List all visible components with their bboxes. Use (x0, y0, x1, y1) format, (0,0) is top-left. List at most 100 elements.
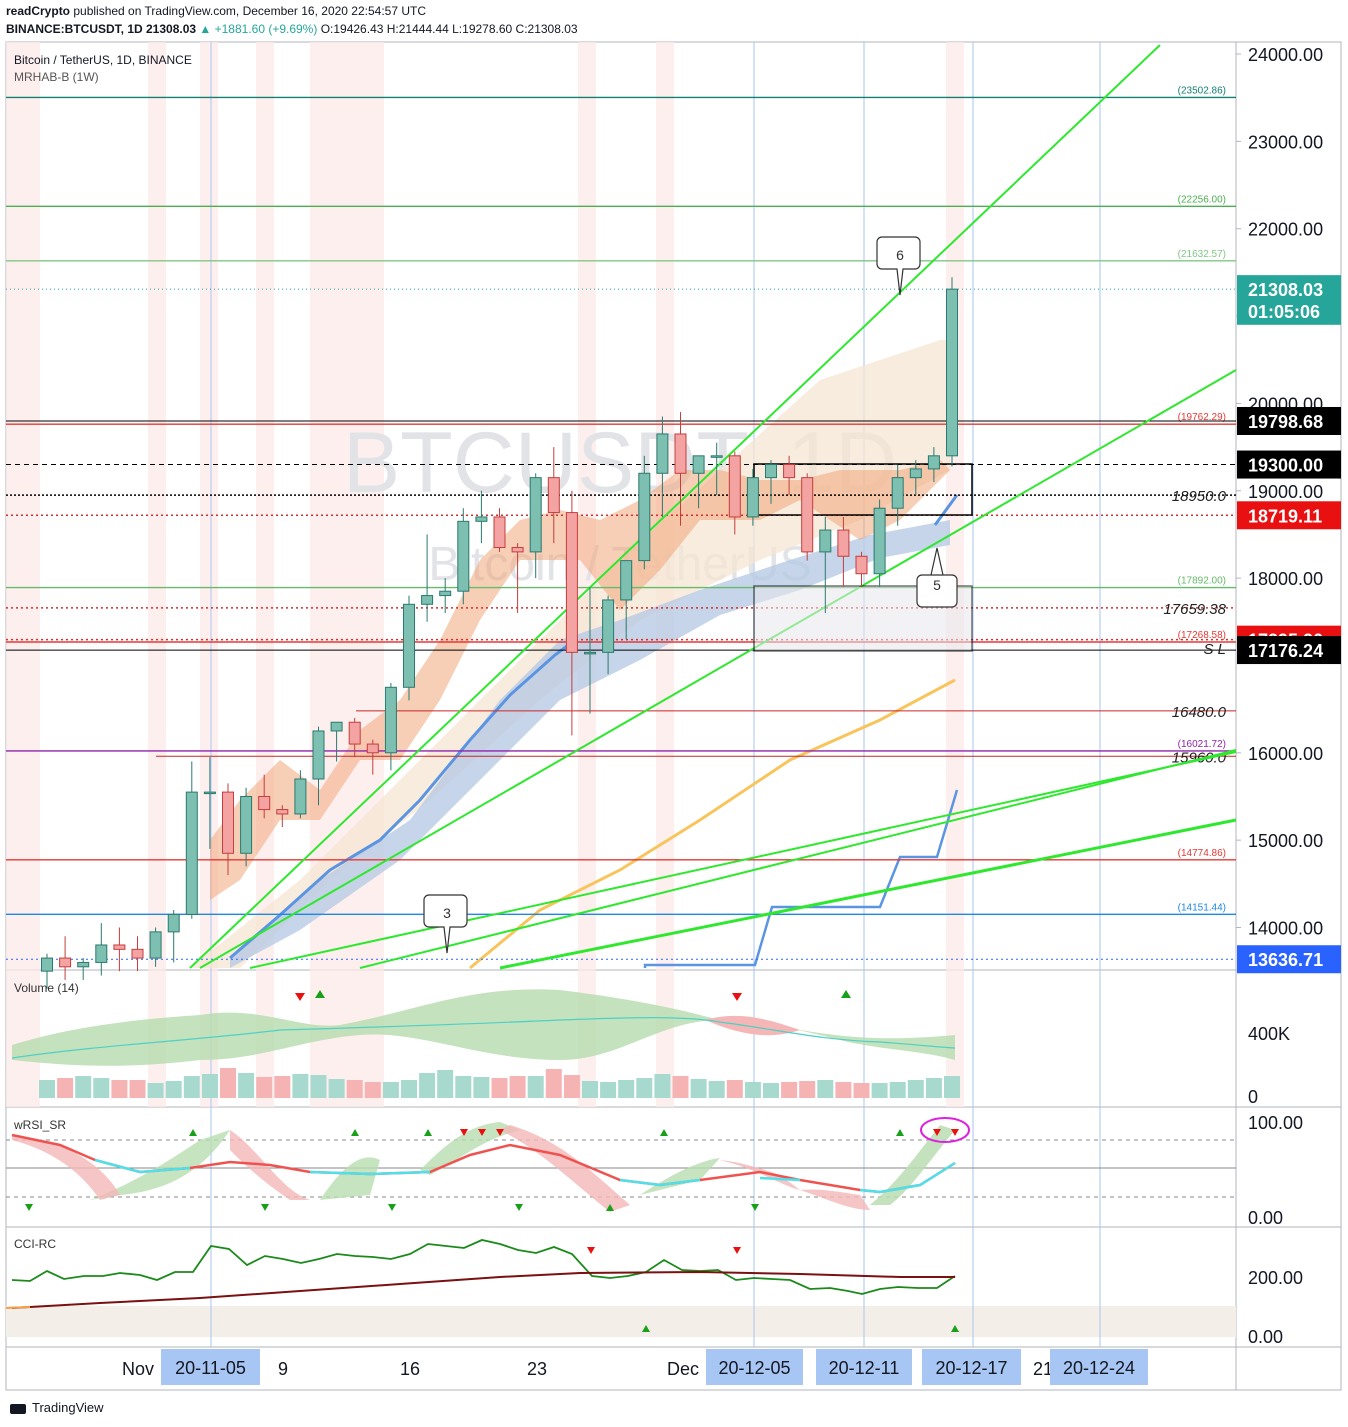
candle (891, 464, 904, 526)
red-stripe (578, 42, 596, 970)
volume-tick: 400K (1248, 1024, 1290, 1044)
candle-body (674, 433, 687, 474)
candle-body (240, 795, 253, 854)
date-marker-label: 20-12-05 (718, 1358, 790, 1378)
candle (529, 473, 542, 579)
candle (403, 595, 415, 701)
candle (710, 442, 723, 496)
red-stripe (256, 42, 274, 970)
candle (837, 516, 850, 587)
ma-line (933, 494, 959, 526)
rsi-cloud-red (720, 1160, 800, 1190)
date-marker: 20-11-05 (161, 1349, 260, 1385)
date-marker-bg (161, 1349, 260, 1385)
signal-arrow (295, 993, 305, 1001)
candle (638, 455, 651, 570)
candle (801, 473, 814, 561)
candle (421, 534, 434, 622)
date-marker-bg (1050, 1349, 1148, 1385)
candle (620, 560, 633, 640)
trendline (249, 751, 1237, 969)
candle-body (131, 948, 144, 959)
volume-cloud (12, 989, 955, 1066)
volume-bar (871, 1083, 888, 1098)
highlight-circle (920, 1117, 970, 1143)
candle-body (728, 455, 741, 518)
date-marker-bg (922, 1349, 1021, 1385)
candle-body (873, 507, 886, 575)
background-stripes (6, 42, 1236, 1337)
volume-tick: 0 (1248, 1087, 1258, 1107)
candle (366, 739, 379, 775)
volume-bar (382, 1082, 399, 1098)
price-tag: 01:05:06 (1237, 296, 1341, 325)
volume-bar (925, 1078, 942, 1098)
candle (348, 717, 361, 758)
volume-bar (726, 1080, 743, 1098)
candle-body (783, 464, 796, 479)
volume-bar (437, 1070, 454, 1098)
candle-body (819, 529, 832, 553)
volume-bar (817, 1080, 834, 1098)
candle (203, 757, 216, 849)
signal-arrow (351, 1129, 359, 1136)
signal-arrow (933, 1129, 941, 1136)
volume-label: Volume (14) (14, 981, 79, 995)
volume-bar (346, 1080, 363, 1098)
signal-arrow (478, 1129, 486, 1136)
volume-bar (672, 1076, 689, 1098)
callout-label: 6 (896, 247, 904, 263)
symbol-info: BINANCE:BTCUSDT, 1D 21308.03 ▲ +1881.60 … (6, 22, 578, 36)
candle-body (656, 433, 669, 474)
cci-line (11, 1239, 956, 1295)
volume-bar (690, 1079, 707, 1098)
cci-band (6, 1306, 1236, 1337)
ma-line (229, 638, 576, 960)
tradingview-footer[interactable]: TradingView (10, 1400, 104, 1415)
volume-bar (944, 1076, 960, 1098)
volume-bar (744, 1082, 761, 1098)
level-label: (14151.44) (1178, 902, 1226, 913)
time-axis[interactable]: Nov 9 16 23 Dec 21 20-11-05 20-12-05 20-12-11 20-… (122, 1349, 1148, 1385)
signal-arrow (606, 1204, 614, 1211)
volume-ma (11, 1017, 956, 1059)
price-tag: 13636.71 (1237, 945, 1341, 974)
price-tag-label: 21308.03 (1248, 280, 1323, 300)
price-tick: 15000.00 (1248, 831, 1323, 851)
volume-bar (763, 1083, 779, 1098)
candle (475, 490, 488, 544)
candles (41, 277, 958, 989)
rsi-line-cyan (759, 1176, 801, 1182)
candle-body (710, 455, 723, 458)
candle-body (638, 472, 651, 562)
date-marker-bg (706, 1349, 803, 1385)
volume-bar (455, 1076, 472, 1098)
volume-bar (563, 1075, 580, 1098)
candle-body (457, 520, 470, 592)
symbol-line: BINANCE:BTCUSDT, 1D 21308.03 (6, 22, 200, 36)
candle-body (602, 599, 615, 653)
price-tag-bg (1237, 406, 1341, 435)
candle (493, 508, 506, 552)
price-axis[interactable]: 24000.0023000.0022000.0021000.0020000.00… (1236, 45, 1341, 974)
signal-arrow (733, 1247, 741, 1254)
signal-arrow (460, 1129, 468, 1136)
candle-body (77, 961, 90, 968)
red-stripe (946, 42, 964, 970)
candle (602, 595, 615, 675)
trendline (499, 818, 1237, 970)
candle-body (439, 590, 452, 597)
signal-arrow (951, 1129, 959, 1136)
level-label: (23502.86) (1178, 85, 1226, 96)
trendline (359, 749, 1237, 969)
candle-body (565, 512, 578, 653)
wave-callout: 3 (423, 894, 468, 954)
time-label: 9 (278, 1359, 288, 1379)
date-marker: 20-12-11 (816, 1349, 912, 1385)
candle (692, 455, 705, 509)
rsi-cloud (640, 1158, 720, 1195)
price-tick: 19000.00 (1248, 482, 1323, 502)
candle (946, 277, 958, 467)
candle-body (203, 791, 216, 795)
